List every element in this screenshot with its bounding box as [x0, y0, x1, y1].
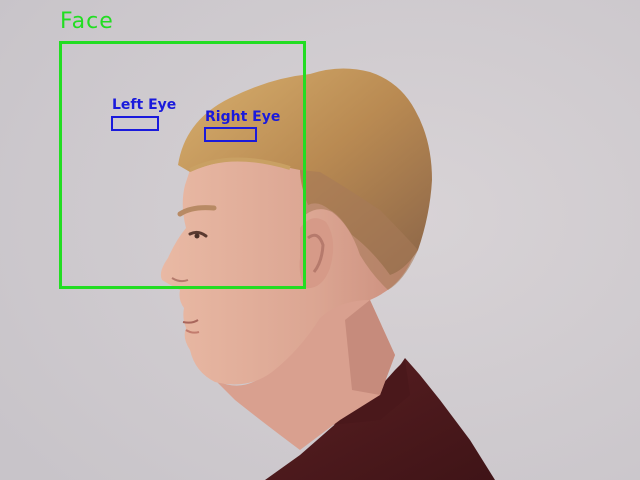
right-eye-bounding-box — [204, 127, 257, 142]
left-eye-label: Left Eye — [112, 97, 177, 113]
right-eye-label: Right Eye — [205, 109, 281, 125]
left-eye-bounding-box — [111, 116, 159, 131]
face-label: Face — [60, 9, 114, 34]
face-bounding-box — [59, 41, 306, 289]
